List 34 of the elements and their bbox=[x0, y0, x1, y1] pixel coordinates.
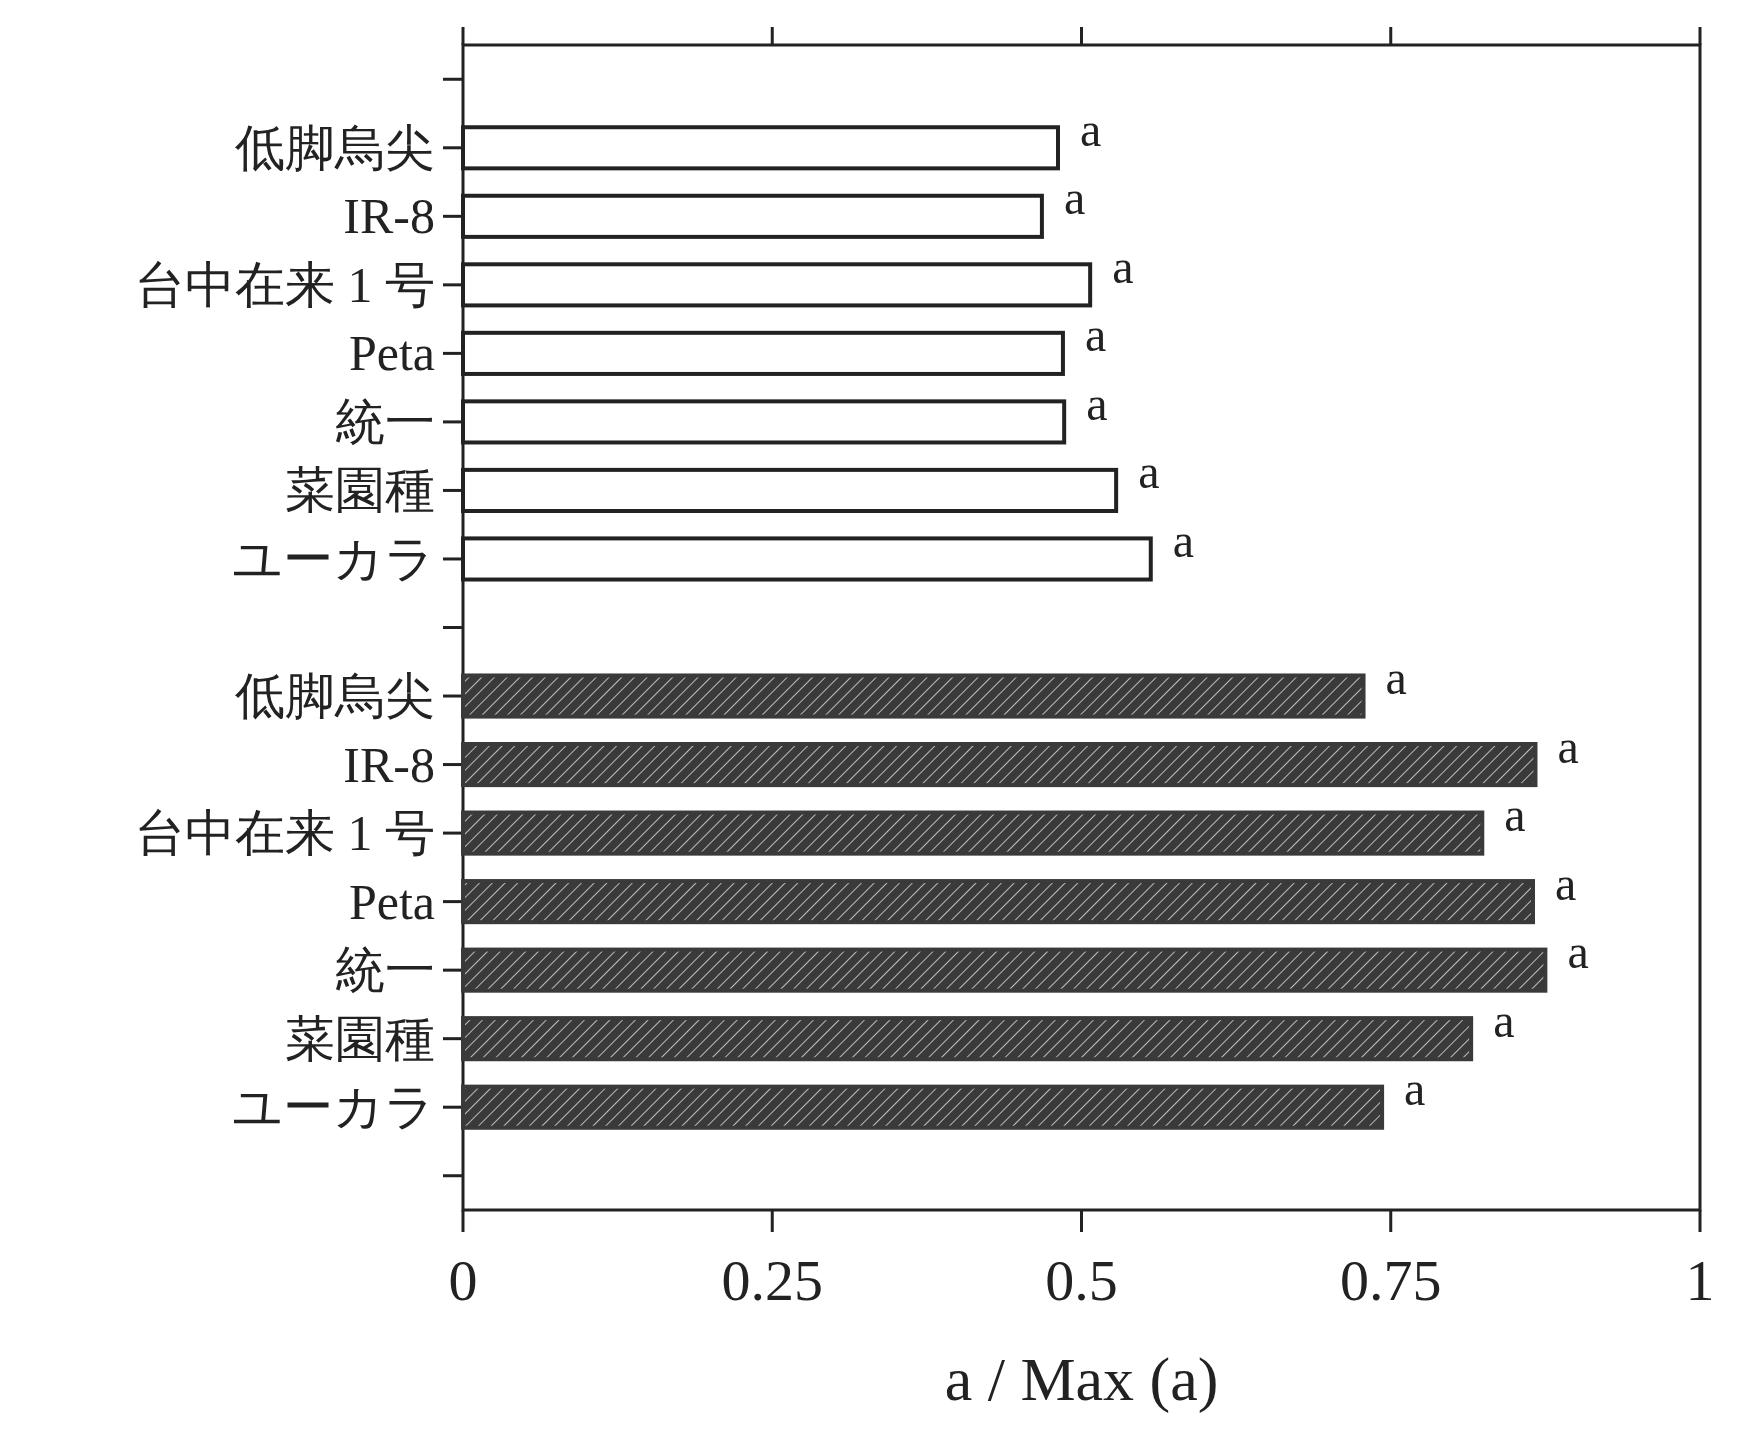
x-tick-label: 1 bbox=[1685, 1248, 1715, 1313]
data-label: a bbox=[1504, 788, 1526, 842]
data-label: a bbox=[1063, 171, 1086, 225]
data-label: a bbox=[1172, 513, 1195, 567]
x-tick-label: 0.5 bbox=[1045, 1248, 1118, 1313]
y-tick-label: 菜園種 bbox=[285, 1010, 435, 1067]
y-tick-label: 菜園種 bbox=[285, 462, 435, 519]
data-label: a bbox=[1557, 719, 1579, 773]
data-label: a bbox=[1567, 925, 1589, 979]
y-tick-label: IR-8 bbox=[343, 736, 435, 793]
y-tick-label: IR-8 bbox=[343, 188, 435, 245]
x-tick-label: 0.75 bbox=[1340, 1248, 1442, 1313]
y-tick-label: ユーカラ bbox=[232, 530, 435, 587]
x-tick-label: 0.25 bbox=[721, 1248, 823, 1313]
data-label: a bbox=[1084, 308, 1107, 362]
data-label: a bbox=[1138, 445, 1160, 499]
y-tick-label: 台中在来 1 号 bbox=[135, 256, 435, 313]
data-label: a bbox=[1385, 651, 1407, 705]
data-label: a bbox=[1555, 856, 1577, 910]
y-tick-label: ユーカラ bbox=[232, 1079, 435, 1136]
y-tick-label: 台中在来 1 号 bbox=[135, 805, 435, 862]
x-axis-title: a / Max (a) bbox=[944, 1345, 1219, 1414]
data-label: a bbox=[1086, 376, 1108, 430]
y-tick-label: 低脚烏尖 bbox=[235, 119, 435, 176]
data-label: a bbox=[1080, 102, 1102, 156]
y-tick-label: Peta bbox=[348, 325, 435, 382]
y-tick-label: 統一 bbox=[335, 942, 435, 999]
data-label: a bbox=[1404, 1062, 1426, 1116]
data-label: a bbox=[1112, 239, 1134, 293]
y-tick-label: 統一 bbox=[335, 393, 435, 450]
data-label: a bbox=[1493, 993, 1515, 1047]
y-tick-label: 低脚烏尖 bbox=[235, 668, 435, 725]
y-tick-label: Peta bbox=[348, 873, 435, 930]
x-tick-label: 0 bbox=[448, 1248, 478, 1313]
